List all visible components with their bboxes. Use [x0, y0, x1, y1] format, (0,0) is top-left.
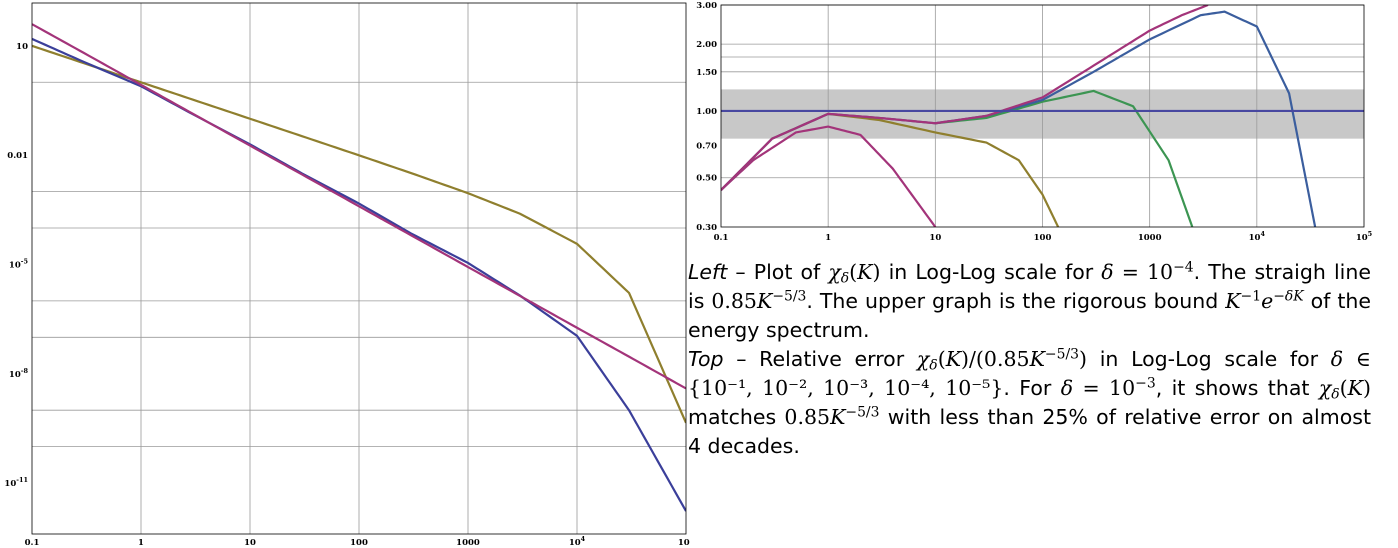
x-tick-label: 0.1 — [714, 233, 729, 243]
x-tick-label: 105 — [678, 535, 690, 548]
left-chart: 0.1 1 10 100 1000 104 105 10 0.01 10-5 10-8 10-11 — [4, 2, 690, 548]
caption-top-label: Top — [688, 347, 724, 371]
series-line-1 — [32, 44, 686, 424]
x-tick-label: 100 — [350, 538, 368, 548]
x-tick-label: 10 — [929, 233, 941, 243]
x-tick-label: 10 — [244, 538, 256, 548]
y-tick-label: 0.01 — [7, 151, 28, 161]
x-tick-label: 1000 — [456, 538, 480, 548]
series-line-2 — [32, 37, 686, 512]
y-tick-label: 3.00 — [696, 1, 717, 11]
top-chart: 0.1 1 10 100 1000 104 105 3.00 2.00 1.50 1.00 0.70 0… — [696, 1, 1373, 243]
x-tick-label: 104 — [569, 535, 586, 548]
series-line-1 — [721, 125, 937, 227]
y-tick-label: 0.30 — [696, 223, 717, 233]
series-line-3 — [935, 89, 1194, 227]
chi-delta-K: χδ(K) — [828, 260, 881, 287]
x-tick-label: 105 — [1356, 230, 1373, 243]
figure-caption: Left – Plot of χδ(K) in Log-Log scale fo… — [688, 259, 1371, 458]
y-tick-label: 10-11 — [4, 476, 28, 489]
x-tick-label: 104 — [1249, 230, 1266, 243]
x-tick-label: 0.1 — [25, 538, 40, 548]
x-tick-label: 1000 — [1138, 233, 1162, 243]
plot-frame — [720, 4, 1365, 228]
y-tick-label: 0.50 — [696, 174, 717, 184]
plot-frame — [31, 2, 687, 535]
caption-left-label: Left — [688, 260, 728, 284]
series-line-5 — [721, 5, 1209, 191]
y-tick-label: 2.00 — [696, 40, 717, 50]
y-tick-label: 0.70 — [696, 141, 717, 151]
y-tick-label: 10-8 — [9, 367, 29, 380]
y-tick-label: 10-5 — [9, 257, 29, 270]
y-tick-label: 1.50 — [696, 68, 717, 78]
x-tick-label: 100 — [1034, 233, 1052, 243]
x-tick-label: 1 — [825, 233, 831, 243]
y-tick-label: 10 — [16, 42, 28, 52]
y-tick-label: 1.00 — [696, 107, 717, 117]
x-tick-label: 1 — [138, 538, 144, 548]
series-line-3 — [32, 23, 686, 390]
